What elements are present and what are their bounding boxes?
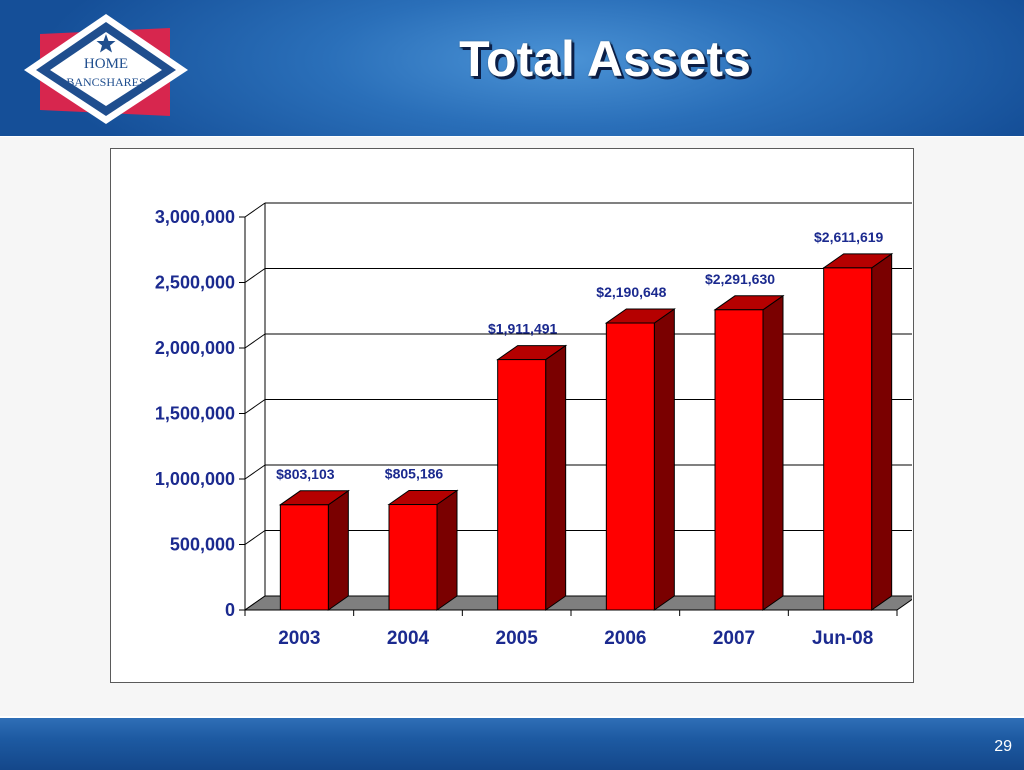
data-label: $1,911,491 bbox=[488, 321, 558, 337]
gridline-depth bbox=[244, 399, 266, 414]
y-tick-label: 3,000,000 bbox=[155, 207, 235, 227]
bar-side bbox=[545, 344, 567, 611]
bar-side bbox=[871, 252, 893, 611]
logo-line-1: HOME bbox=[84, 56, 128, 72]
bar bbox=[605, 322, 655, 611]
x-tick-label: 2003 bbox=[278, 628, 320, 649]
x-tick-label: 2005 bbox=[496, 628, 539, 649]
logo-line-2: BANCSHARES bbox=[66, 75, 145, 89]
home-bancshares-logo: HOME BANCSHARES bbox=[24, 14, 188, 124]
bar-side bbox=[653, 308, 675, 611]
bar-side bbox=[436, 489, 458, 611]
footer-bar: 29 bbox=[0, 716, 1024, 770]
x-tick-label: 2006 bbox=[604, 628, 646, 649]
bar-side bbox=[762, 294, 784, 611]
x-tick-label: 2007 bbox=[713, 628, 755, 649]
page-title: Total Assets bbox=[459, 31, 751, 87]
gridline-depth bbox=[244, 202, 266, 218]
gridline-depth bbox=[244, 530, 266, 545]
x-tick-label: 2004 bbox=[387, 628, 430, 649]
total-assets-chart: 0 500,000 1,000,000 1,500,000 2,000,000 2,500… bbox=[155, 202, 912, 649]
gridline-depth bbox=[244, 464, 266, 480]
x-tick-label: Jun-08 bbox=[812, 628, 873, 649]
data-label: $2,611,619 bbox=[814, 229, 884, 245]
y-tick-label: 2,000,000 bbox=[155, 338, 235, 358]
y-tick-label: 500,000 bbox=[170, 535, 235, 555]
bar-side bbox=[327, 489, 349, 611]
y-tick-label: 0 bbox=[225, 600, 235, 620]
data-label: $805,186 bbox=[385, 466, 444, 482]
bar bbox=[388, 504, 438, 611]
gridline-depth bbox=[244, 268, 266, 283]
data-label: $2,190,648 bbox=[596, 284, 666, 300]
bar bbox=[714, 309, 764, 611]
star-icon bbox=[96, 34, 116, 53]
y-tick-label: 2,500,000 bbox=[155, 273, 235, 293]
data-label: $2,291,630 bbox=[705, 271, 775, 287]
gridline-depth bbox=[244, 333, 266, 349]
y-tick-label: 1,000,000 bbox=[155, 469, 235, 489]
bar bbox=[279, 504, 329, 611]
y-tick-label: 1,500,000 bbox=[155, 404, 235, 424]
bar bbox=[823, 267, 873, 611]
data-label: $803,103 bbox=[276, 466, 335, 482]
header-banner: HOME BANCSHARES Total Assets bbox=[0, 0, 1024, 136]
page-number: 29 bbox=[994, 738, 1012, 755]
bar bbox=[497, 359, 547, 611]
